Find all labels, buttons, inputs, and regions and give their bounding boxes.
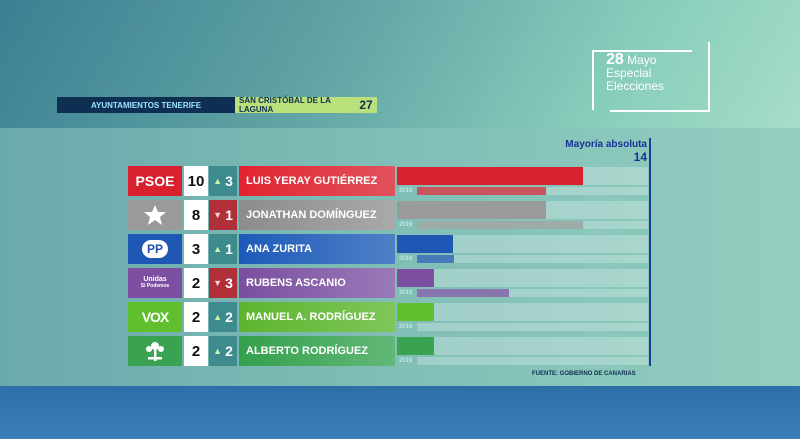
bottom-band xyxy=(0,386,800,439)
majority-label: Mayoría absoluta xyxy=(565,139,647,150)
seats-count: 2 xyxy=(184,302,208,332)
prev-bar-track xyxy=(417,289,648,297)
vox-logo: VOX xyxy=(128,302,182,332)
change-value: 1 xyxy=(225,241,233,257)
psoe-text-logo: PSOE xyxy=(135,173,175,189)
pp-logo: PP xyxy=(128,234,182,264)
seats-count: 3 xyxy=(184,234,208,264)
logo-day: 28 xyxy=(606,51,624,68)
psoe-logo: PSOE xyxy=(128,166,182,196)
bar-track xyxy=(397,303,648,321)
current-seats-bar xyxy=(397,201,546,219)
drago-tree-icon xyxy=(146,342,164,361)
previous-year-label: 2019 xyxy=(399,358,413,364)
previous-seats-bar xyxy=(417,187,546,195)
logo-month: Mayo xyxy=(627,53,657,67)
elecciones-logo: 28 Mayo Especial Elecciones xyxy=(592,42,712,112)
seats-count: 2 xyxy=(184,336,208,366)
candidate-name: ALBERTO RODRÍGUEZ xyxy=(239,336,395,366)
pp-gull-logo: PP xyxy=(142,240,168,258)
region-label: AYUNTAMIENTOS TENERIFE xyxy=(57,97,235,113)
logo-line2: Sí Podemos xyxy=(140,283,170,289)
logo-frame-right xyxy=(610,42,710,112)
majority-line xyxy=(649,138,651,366)
drago-logo xyxy=(128,336,182,366)
seat-change: ▼ 3 xyxy=(209,268,237,298)
arrow-up-icon: ▲ xyxy=(213,176,223,186)
seats-count: 10 xyxy=(184,166,208,196)
prev-bar-track xyxy=(417,357,648,365)
current-seats-bar xyxy=(397,303,434,321)
current-seats-bar xyxy=(397,235,453,253)
coalicion-canaria-star-icon xyxy=(144,205,166,225)
bar-track xyxy=(397,337,648,355)
arrow-up-icon: ▲ xyxy=(213,346,223,356)
total-seats: 27 xyxy=(355,97,377,113)
header-bar: AYUNTAMIENTOS TENERIFE SAN CRISTÓBAL DE … xyxy=(57,96,377,114)
unidas-podemos-logo: Unidas Sí Podemos xyxy=(128,268,182,298)
seat-change: ▲ 2 xyxy=(209,302,237,332)
seat-change: ▲ 1 xyxy=(209,234,237,264)
previous-year-label: 2019 xyxy=(399,256,413,262)
logo-line2: Especial xyxy=(606,66,652,80)
current-seats-bar xyxy=(397,167,583,185)
town-label: SAN CRISTÓBAL DE LA LAGUNA xyxy=(235,96,355,114)
previous-seats-bar xyxy=(417,289,509,297)
previous-year-label: 2019 xyxy=(399,324,413,330)
previous-seats-bar xyxy=(417,221,583,229)
candidate-name: LUIS YERAY GUTIÉRREZ xyxy=(239,166,395,196)
logo-frame-left xyxy=(592,50,692,110)
arrow-up-icon: ▲ xyxy=(213,244,223,254)
previous-year-label: 2019 xyxy=(399,188,413,194)
logo-line1: Unidas xyxy=(143,276,167,283)
arrow-up-icon: ▲ xyxy=(213,312,223,322)
arrow-down-icon: ▼ xyxy=(213,278,223,288)
change-value: 3 xyxy=(225,275,233,291)
seats-count: 2 xyxy=(184,268,208,298)
seat-change: ▲ 2 xyxy=(209,336,237,366)
bar-track xyxy=(397,269,648,287)
logo-line3: Elecciones xyxy=(606,79,665,93)
current-seats-bar xyxy=(397,337,434,355)
arrow-down-icon: ▼ xyxy=(213,210,223,220)
bar-track xyxy=(397,235,648,253)
change-value: 3 xyxy=(225,173,233,189)
candidate-name: MANUEL A. RODRÍGUEZ xyxy=(239,302,395,332)
seats-count: 8 xyxy=(184,200,208,230)
current-seats-bar xyxy=(397,269,434,287)
previous-seats-bar xyxy=(417,255,454,263)
seat-change: ▲ 3 xyxy=(209,166,237,196)
change-value: 2 xyxy=(225,309,233,325)
unidas-podemos-text-logo: Unidas Sí Podemos xyxy=(141,276,170,290)
cc-logo xyxy=(128,200,182,230)
candidate-name: RUBENS ASCANIO xyxy=(239,268,395,298)
source-label: FUENTE: GOBIERNO DE CANARIAS xyxy=(532,371,636,377)
logo-text: 28 Mayo Especial Elecciones xyxy=(606,51,665,93)
seat-change: ▼ 1 xyxy=(209,200,237,230)
candidate-name: ANA ZURITA xyxy=(239,234,395,264)
vox-text-logo: VOX xyxy=(141,309,170,325)
previous-year-label: 2019 xyxy=(399,290,413,296)
majority-marker: Mayoría absoluta 14 xyxy=(565,139,647,163)
candidate-name: JONATHAN DOMÍNGUEZ xyxy=(239,200,395,230)
prev-bar-track xyxy=(417,255,648,263)
change-value: 2 xyxy=(225,343,233,359)
previous-year-label: 2019 xyxy=(399,222,413,228)
majority-value: 14 xyxy=(633,150,647,164)
prev-bar-track xyxy=(417,323,648,331)
change-value: 1 xyxy=(225,207,233,223)
